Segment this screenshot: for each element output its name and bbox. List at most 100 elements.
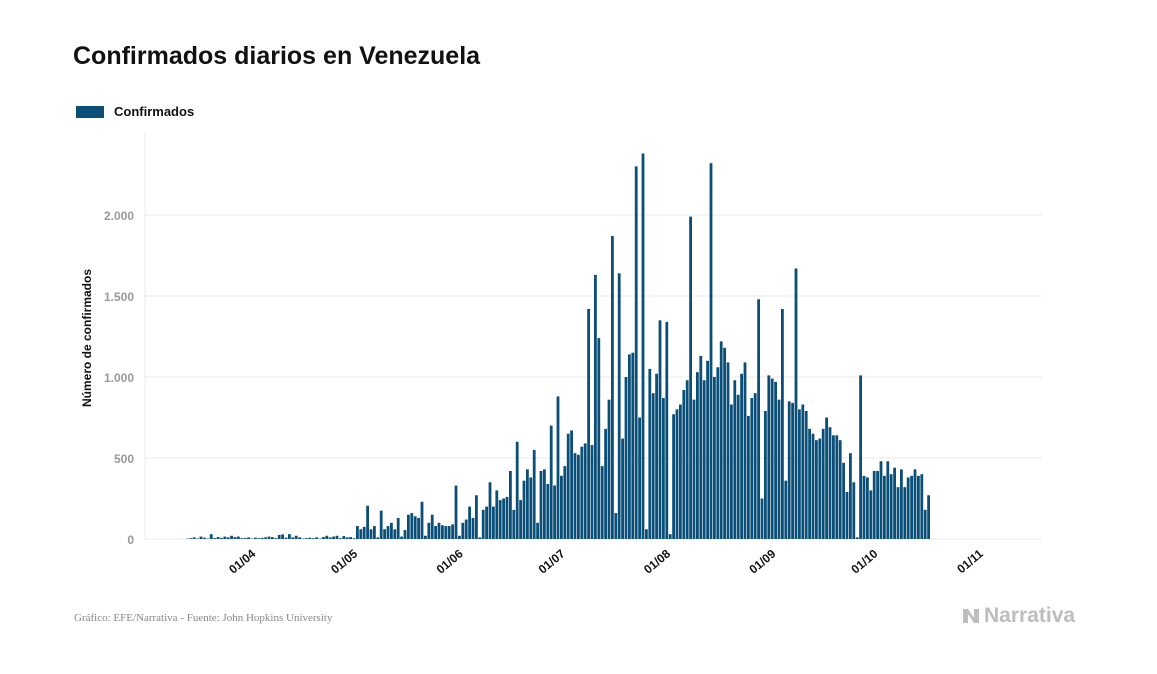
bar [216, 537, 220, 539]
bar [461, 522, 465, 539]
bar [444, 526, 448, 539]
bar [536, 522, 539, 539]
bar [522, 480, 526, 539]
bar [706, 360, 709, 539]
bar [723, 347, 726, 539]
logo-text: Narrativa [984, 604, 1076, 627]
bar [505, 496, 509, 539]
bar [454, 485, 458, 539]
bar [923, 509, 927, 539]
bar [818, 438, 822, 539]
bar [277, 534, 281, 539]
bar [294, 535, 298, 539]
bar [437, 522, 441, 539]
bar [815, 440, 818, 539]
bar [260, 537, 264, 539]
bar [702, 380, 706, 539]
bar [220, 537, 223, 539]
bar [862, 475, 866, 539]
bar [192, 537, 196, 539]
bar [240, 538, 244, 539]
bar [590, 445, 594, 539]
bar [600, 466, 604, 539]
bar [498, 500, 502, 539]
source-caption: Gráfico: EFE/Narrativa - Fuente: John Ho… [74, 612, 333, 624]
bar [325, 535, 329, 539]
bar [672, 414, 675, 539]
bar [791, 402, 794, 539]
x-tick-label: 01/07 [536, 546, 568, 576]
bar [927, 495, 930, 539]
bar [696, 372, 699, 539]
x-tick-label: 01/05 [328, 546, 360, 576]
bar [804, 411, 808, 539]
bar [383, 529, 386, 539]
bar [308, 537, 312, 539]
bar [889, 474, 893, 539]
bar [628, 354, 631, 539]
bar [617, 273, 621, 539]
bar [403, 530, 407, 539]
legend-swatch [76, 105, 104, 118]
bar [886, 461, 890, 539]
bar [349, 537, 352, 539]
bar [376, 537, 380, 539]
bar [424, 535, 427, 539]
bar [645, 529, 648, 539]
bar [284, 537, 288, 539]
bar [396, 517, 400, 539]
bar [641, 153, 645, 539]
bar [876, 470, 879, 539]
x-tick-label: 01/08 [641, 546, 673, 576]
bar [417, 517, 420, 539]
bar [920, 474, 924, 539]
bar [866, 477, 869, 539]
bar [464, 519, 468, 539]
bar [526, 469, 529, 539]
bar [580, 446, 584, 539]
bar [226, 537, 230, 539]
narrativa-logo-icon [963, 609, 979, 623]
bar [811, 433, 815, 539]
bar [828, 427, 832, 539]
bar [906, 477, 910, 539]
bar [549, 425, 553, 539]
bar [709, 163, 713, 539]
bar [747, 415, 750, 539]
bar [223, 536, 227, 539]
x-tick-label: 01/09 [746, 546, 778, 576]
bar [903, 487, 907, 539]
bar [573, 453, 577, 539]
bar [407, 514, 410, 539]
bar [699, 355, 703, 539]
bar [386, 526, 390, 539]
bar [570, 430, 573, 539]
x-tick-label: 01/06 [434, 546, 466, 576]
bar [859, 375, 862, 539]
bar [835, 435, 839, 539]
bar [760, 498, 764, 539]
bar [770, 378, 774, 539]
bar [281, 534, 284, 539]
bar [685, 380, 689, 539]
bar [821, 428, 825, 539]
y-tick-label: 0 [127, 533, 134, 547]
bar [675, 409, 679, 539]
bar [359, 529, 363, 539]
bar [638, 417, 641, 539]
bar [624, 377, 628, 539]
bar [566, 433, 570, 539]
bar [917, 475, 920, 539]
bar [849, 453, 852, 539]
bar [543, 469, 546, 539]
bar [577, 454, 580, 539]
bar [852, 482, 856, 539]
legend: Confirmados [76, 104, 194, 119]
bar [203, 537, 206, 539]
bar [257, 538, 261, 539]
bar [342, 536, 346, 539]
chart-title: Confirmados diarios en Venezuela [73, 42, 481, 70]
bar [390, 522, 393, 539]
bar [560, 475, 563, 539]
y-tick-label: 1.500 [104, 290, 134, 304]
